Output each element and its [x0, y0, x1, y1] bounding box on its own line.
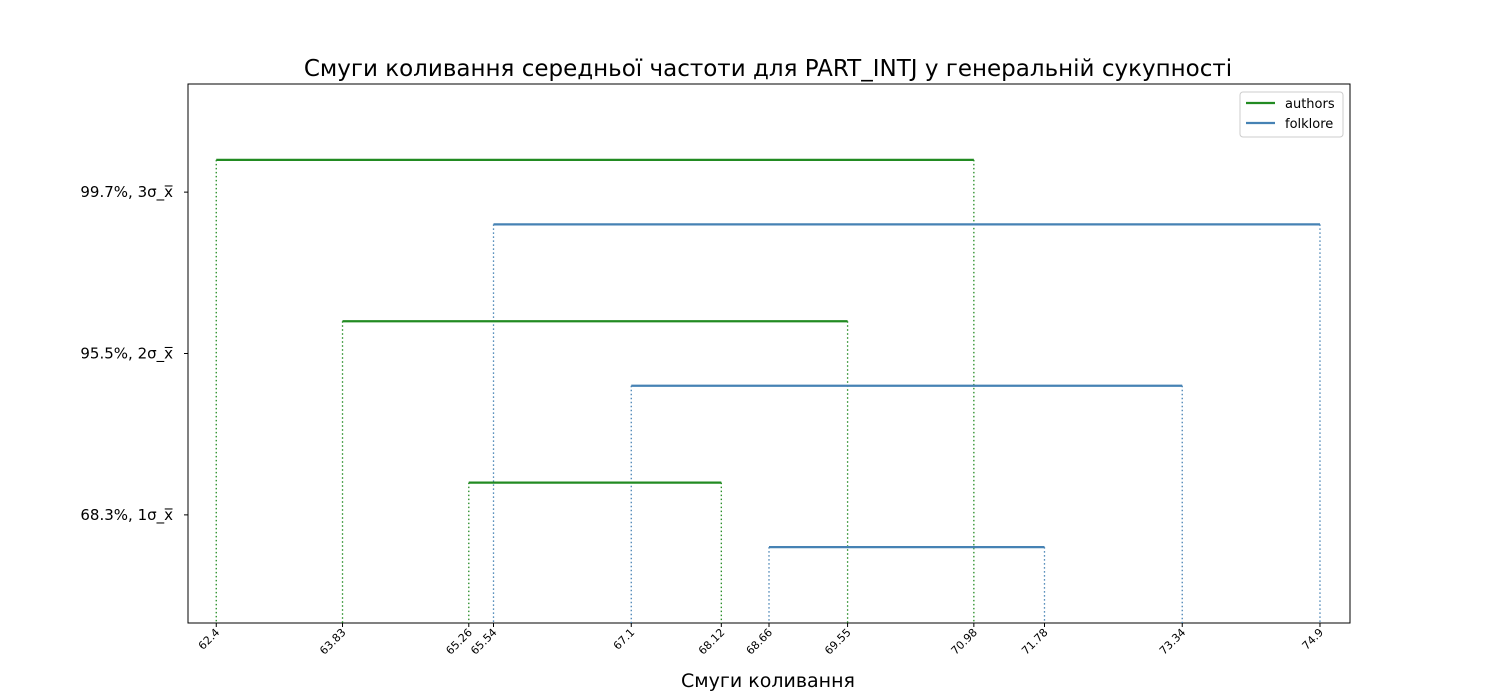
legend: authors folklore: [1239, 91, 1344, 138]
legend-label-folklore: folklore: [1285, 117, 1333, 132]
x-tick-label-0: 62.4: [196, 626, 223, 653]
x-tick-label-7: 69.55: [822, 626, 853, 657]
y-tick-label-1: 68.3%, 1σ_x̅: [80, 506, 173, 525]
x-tick-label-6: 68.66: [744, 626, 775, 657]
x-tick-label-8: 70.98: [949, 626, 980, 657]
y-axis: 68.3%, 1σ_x̅ 95.5%, 2σ_x̅ 99.7%, 3σ_x̅: [80, 183, 188, 525]
x-tick-label-11: 74.9: [1300, 626, 1327, 653]
legend-label-authors: authors: [1285, 97, 1335, 112]
x-tick-label-1: 63.83: [317, 626, 348, 657]
chart-title: Смуги коливання середньої частоти для PA…: [304, 56, 1232, 82]
legend-items: authors folklore: [1246, 97, 1335, 132]
plot-frame: [187, 83, 1351, 624]
y-tick-label-3: 99.7%, 3σ_x̅: [80, 183, 173, 202]
x-tick-label-5: 68.12: [696, 626, 727, 657]
x-tick-label-4: 67.1: [611, 626, 638, 653]
guide-lines: [215, 159, 1321, 623]
interval-bands: [216, 158, 1320, 549]
plot-area: [187, 83, 1351, 624]
x-tick-label-9: 71.78: [1019, 626, 1050, 657]
x-tick-label-2: 65.26: [443, 626, 474, 657]
y-tick-label-2: 95.5%, 2σ_x̅: [80, 345, 173, 364]
x-tick-label-3: 65.54: [468, 626, 499, 657]
x-axis-label: Смуги коливання: [681, 670, 855, 692]
x-tick-label-10: 73.34: [1157, 626, 1188, 657]
